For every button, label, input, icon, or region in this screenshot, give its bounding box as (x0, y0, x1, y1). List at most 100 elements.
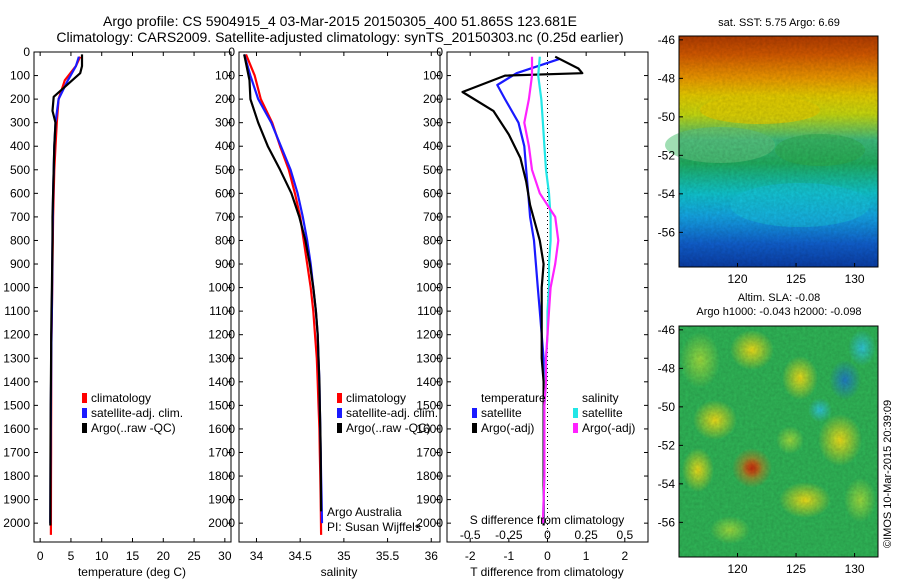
sla-texture (679, 326, 878, 557)
depth-tick-label: 300 (10, 116, 30, 130)
depth-tick-label: 1000 (3, 281, 30, 295)
legend-swatch-climatology (82, 393, 87, 403)
map-x-tick-label: 125 (786, 562, 806, 576)
depth-tick-label: 700 (215, 210, 235, 224)
temperature-legend: climatology satellite-adj. clim. Argo(..… (82, 391, 183, 435)
sst-map-ticks: 120 125 130 -46 -48 -50 -52 -54 -56 (658, 33, 865, 286)
depth-tick-label: 1600 (3, 422, 30, 436)
depth-tick-label: 1600 (416, 422, 443, 436)
series-line-climatology (244, 53, 323, 535)
x-tick-label: 15 (126, 549, 140, 563)
map-y-tick-label: -56 (658, 515, 676, 529)
legend-swatch-s-argo (573, 423, 578, 433)
depth-tick-label: 800 (215, 233, 235, 247)
depth-tick-label: 1900 (3, 493, 30, 507)
depth-tick-label: 500 (423, 163, 443, 177)
depth-tick-label: 1400 (3, 375, 30, 389)
legend-label-t-argo: Argo(-adj) (481, 421, 534, 435)
depth-tick-label: 1300 (3, 351, 30, 365)
sst-map-frame (678, 35, 879, 268)
legend-swatch-t-satellite (472, 408, 477, 418)
depth-tick-label: 0 (436, 45, 443, 59)
depth-tick-label: 1600 (208, 422, 235, 436)
salinity-ticks: 0100200300400500600700800900100011001200… (208, 45, 440, 563)
legend-heading-temperature: temperature (481, 391, 546, 405)
depth-tick-label: 1700 (208, 445, 235, 459)
x-tick-label: 36 (425, 549, 439, 563)
x-tick-label: 30 (218, 549, 232, 563)
x-tick-label: 34 (250, 549, 264, 563)
depth-tick-label: 1000 (208, 281, 235, 295)
depth-tick-label: 300 (423, 116, 443, 130)
depth-tick-label: 200 (423, 92, 443, 106)
series-line-temperature-argo-adj (461, 55, 584, 526)
temperature-depth-ticks: 0100200300400500600700800900100011001200… (3, 45, 232, 563)
x-tick-label: -2 (465, 549, 476, 563)
depth-tick-label: 1500 (208, 398, 235, 412)
depth-tick-label: 300 (215, 116, 235, 130)
depth-tick-label: 0 (228, 45, 235, 59)
salinity-legend: climatology satellite-adj. clim. Argo(..… (337, 391, 438, 435)
difference-legend: temperature satellite Argo(-adj) salinit… (472, 391, 635, 435)
depth-tick-label: 1100 (4, 304, 30, 318)
difference-xlabel: T difference from climatology (470, 565, 624, 579)
depth-tick-label: 600 (423, 186, 443, 200)
series-line-argo-raw-qc (243, 54, 323, 512)
depth-tick-label: 1100 (417, 304, 443, 318)
depth-tick-label: 1200 (416, 328, 443, 342)
depth-tick-label: 400 (10, 139, 30, 153)
depth-tick-label: 1800 (208, 469, 235, 483)
sst-map-title: sat. SST: 5.75 Argo: 6.69 (718, 17, 840, 29)
depth-tick-label: 700 (423, 210, 443, 224)
sst-map: sat. SST: 5.75 Argo: 6.69 120 125 130 -46 -4… (658, 17, 879, 286)
legend-label-argo: Argo(..raw -QC) (346, 421, 431, 435)
attribution-line-2: PI: Susan Wijffels (327, 520, 421, 534)
depth-tick-label: 500 (10, 163, 30, 177)
salinity-axes-box (238, 51, 441, 543)
depth-tick-label: 1500 (3, 398, 30, 412)
salinity-series (243, 53, 324, 535)
depth-tick-label: 1300 (208, 351, 235, 365)
depth-tick-label: 2000 (208, 516, 235, 530)
depth-tick-label: 1000 (416, 281, 443, 295)
temperature-series (49, 54, 84, 535)
legend-label-satellite: satellite-adj. clim. (346, 406, 438, 420)
depth-tick-label: 800 (10, 233, 30, 247)
sla-map-subtitle: Argo h1000: -0.043 h2000: -0.098 (696, 306, 861, 318)
map-y-tick-label: -52 (658, 438, 676, 452)
legend-swatch-satellite (337, 408, 342, 418)
depth-tick-label: 200 (215, 92, 235, 106)
legend-label-t-satellite: satellite (481, 406, 522, 420)
difference-panel: 0100200300400500600700800900100011001200… (416, 45, 649, 579)
depth-tick-label: 1400 (416, 375, 443, 389)
depth-tick-label: 1500 (416, 398, 443, 412)
depth-tick-label: 900 (423, 257, 443, 271)
map-x-tick-label: 125 (786, 272, 806, 286)
depth-tick-label: 1800 (416, 469, 443, 483)
temperature-xlabel: temperature (deg C) (78, 565, 186, 579)
difference-ticks: 0100200300400500600700800900100011001200… (416, 45, 648, 563)
depth-tick-label: 0 (23, 45, 30, 59)
map-x-tick-label: 130 (845, 562, 865, 576)
map-x-tick-label: 130 (845, 272, 865, 286)
x-tick-label: -1 (504, 549, 515, 563)
legend-label-climatology: climatology (91, 391, 151, 405)
series-line-salinity-argo-adj (523, 56, 560, 524)
depth-tick-label: 1200 (3, 328, 30, 342)
sla-map-ticks: 120 125 130 -46 -48 -50 -52 -54 -56 (658, 323, 865, 576)
map-y-tick-label: -56 (658, 225, 676, 239)
x-tick-label: 35.5 (376, 549, 400, 563)
legend-swatch-t-argo (472, 423, 477, 433)
depth-tick-label: 2000 (3, 516, 30, 530)
header-line-1: Argo profile: CS 5904915_4 03-Mar-2015 2… (103, 13, 577, 29)
x2-tick-label: -0.25 (495, 528, 523, 542)
depth-tick-label: 600 (10, 186, 30, 200)
sla-map-frame (678, 325, 879, 558)
salinity-xlabel: salinity (321, 565, 358, 579)
depth-tick-label: 2000 (416, 516, 443, 530)
depth-tick-label: 1100 (209, 304, 235, 318)
depth-tick-label: 1800 (3, 469, 30, 483)
temperature-axes-box (33, 51, 232, 543)
legend-label-s-argo: Argo(-adj) (582, 421, 635, 435)
